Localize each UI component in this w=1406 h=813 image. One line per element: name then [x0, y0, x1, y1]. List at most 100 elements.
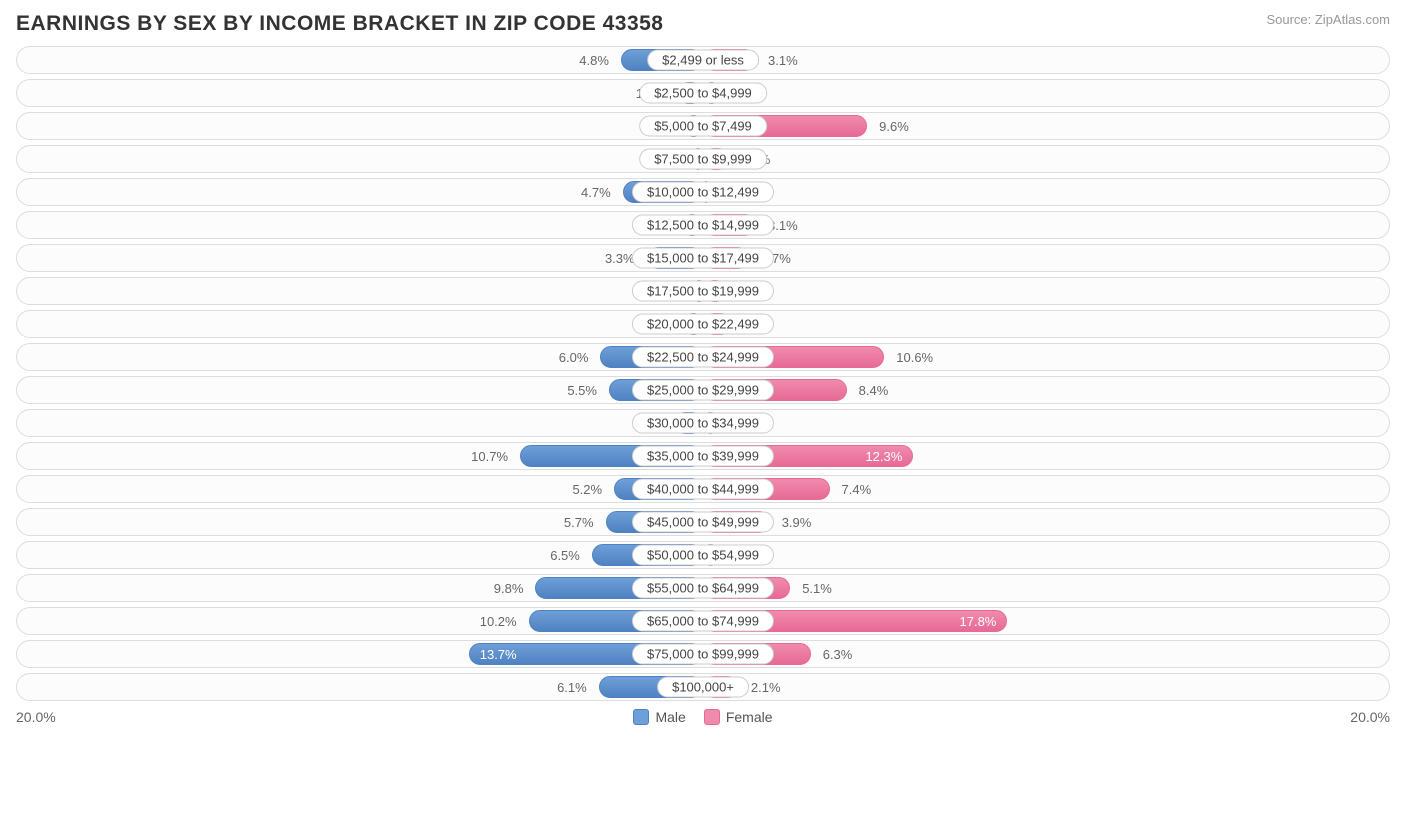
- male-value-label: 9.8%: [494, 581, 524, 596]
- category-label: $35,000 to $39,999: [632, 446, 774, 467]
- female-value-label: 2.1%: [751, 680, 781, 695]
- chart-row: 1.7%0.85%$30,000 to $34,999: [16, 409, 1390, 437]
- female-value-label: 8.4%: [859, 383, 889, 398]
- legend-male-swatch: [633, 709, 649, 725]
- category-label: $2,500 to $4,999: [639, 83, 767, 104]
- male-side: 1.1%: [19, 313, 703, 335]
- female-side: 10.6%: [703, 346, 1387, 368]
- female-side: 3.1%: [703, 214, 1387, 236]
- chart-row: 0.6%1.5%$7,500 to $9,999: [16, 145, 1390, 173]
- female-value-label: 5.1%: [802, 581, 832, 596]
- female-value-label: 17.8%: [950, 614, 1007, 629]
- male-value-label: 5.2%: [572, 482, 602, 497]
- female-side: 17.8%: [703, 610, 1387, 632]
- chart-row: 1.3%3.1%$12,500 to $14,999: [16, 211, 1390, 239]
- axis-right-max: 20.0%: [1350, 709, 1390, 725]
- female-side: 1.4%: [703, 280, 1387, 302]
- female-side: 1.0%: [703, 82, 1387, 104]
- male-value-label: 13.7%: [470, 647, 527, 662]
- female-side: 1.5%: [703, 148, 1387, 170]
- male-value-label: 6.1%: [557, 680, 587, 695]
- chart-row: 9.8%5.1%$55,000 to $64,999: [16, 574, 1390, 602]
- male-side: 5.5%: [19, 379, 703, 401]
- female-value-label: 9.6%: [879, 119, 909, 134]
- legend-female-swatch: [704, 709, 720, 725]
- male-side: 5.2%: [19, 478, 703, 500]
- male-value-label: 10.7%: [471, 449, 508, 464]
- male-side: 4.7%: [19, 181, 703, 203]
- chart-row: 6.5%0.85%$50,000 to $54,999: [16, 541, 1390, 569]
- chart-title: EARNINGS BY SEX BY INCOME BRACKET IN ZIP…: [16, 12, 663, 36]
- category-label: $5,000 to $7,499: [639, 116, 767, 137]
- chart-row: 4.8% 3.1% $2,499 or less: [16, 46, 1390, 74]
- category-label: $17,500 to $19,999: [632, 281, 774, 302]
- chart-row: 0.48%1.4%$17,500 to $19,999: [16, 277, 1390, 305]
- female-side: 9.6%: [703, 115, 1387, 137]
- chart-row: 6.1% 2.1%$100,000+: [16, 673, 1390, 701]
- category-label: $25,000 to $29,999: [632, 380, 774, 401]
- category-label: $10,000 to $12,499: [632, 182, 774, 203]
- legend-female: Female: [704, 709, 773, 725]
- category-label: $75,000 to $99,999: [632, 644, 774, 665]
- male-side: 5.7%: [19, 511, 703, 533]
- category-label: $50,000 to $54,999: [632, 545, 774, 566]
- category-label: $20,000 to $22,499: [632, 314, 774, 335]
- category-label: $40,000 to $44,999: [632, 479, 774, 500]
- female-side: 0.34%: [703, 181, 1387, 203]
- female-value-label: 3.1%: [768, 53, 798, 68]
- axis-left-max: 20.0%: [16, 709, 56, 725]
- female-side: 12.3%: [703, 445, 1387, 467]
- female-value-label: 3.9%: [782, 515, 812, 530]
- male-side: 9.8%: [19, 577, 703, 599]
- male-side: 13.7%: [19, 643, 703, 665]
- category-label: $15,000 to $17,499: [632, 248, 774, 269]
- category-label: $12,500 to $14,999: [632, 215, 774, 236]
- chart-row: 6.0% 10.6% $22,500 to $24,999: [16, 343, 1390, 371]
- male-side: 1.5%: [19, 82, 703, 104]
- female-value-label: 12.3%: [855, 449, 912, 464]
- chart-area: 4.8%3.1%$2,499 or less1.5%1.0%$2,500 to …: [16, 46, 1390, 701]
- female-side: 3.9%: [703, 511, 1387, 533]
- female-value-label: 7.4%: [842, 482, 872, 497]
- chart-row: 13.7% 6.3% $75,000 to $99,999: [16, 640, 1390, 668]
- chart-row: 10.7% 12.3% $35,000 to $39,999: [16, 442, 1390, 470]
- female-value-label: 10.6%: [896, 350, 933, 365]
- female-value-label: 6.3%: [823, 647, 853, 662]
- female-side: 0.85%: [703, 544, 1387, 566]
- category-label: $7,500 to $9,999: [639, 149, 767, 170]
- chart-row: 4.7% 0.34%$10,000 to $12,499: [16, 178, 1390, 206]
- female-side: 5.1%: [703, 577, 1387, 599]
- legend-male-label: Male: [655, 709, 685, 725]
- category-label: $30,000 to $34,999: [632, 413, 774, 434]
- male-side: 1.7%: [19, 412, 703, 434]
- chart-row: 1.1%9.6%$5,000 to $7,499: [16, 112, 1390, 140]
- male-side: 1.3%: [19, 214, 703, 236]
- legend-female-label: Female: [726, 709, 773, 725]
- male-value-label: 3.3%: [605, 251, 635, 266]
- legend: Male Female: [633, 709, 772, 725]
- female-side: 1.7%: [703, 313, 1387, 335]
- chart-row: 1.1%1.7%$20,000 to $22,499: [16, 310, 1390, 338]
- male-side: 6.0%: [19, 346, 703, 368]
- male-side: 0.6%: [19, 148, 703, 170]
- female-side: 6.3%: [703, 643, 1387, 665]
- male-side: 6.5%: [19, 544, 703, 566]
- category-label: $22,500 to $24,999: [632, 347, 774, 368]
- chart-header: EARNINGS BY SEX BY INCOME BRACKET IN ZIP…: [16, 12, 1390, 36]
- chart-source: Source: ZipAtlas.com: [1266, 12, 1390, 27]
- legend-male: Male: [633, 709, 685, 725]
- male-side: 10.2%: [19, 610, 703, 632]
- female-side: 3.1%: [703, 49, 1387, 71]
- male-side: 3.3%: [19, 247, 703, 269]
- chart-row: 1.5%1.0%$2,500 to $4,999: [16, 79, 1390, 107]
- category-label: $2,499 or less: [647, 50, 759, 71]
- chart-row: 10.2% 17.8% $65,000 to $74,999: [16, 607, 1390, 635]
- category-label: $100,000+: [657, 677, 749, 698]
- female-side: 2.1%: [703, 676, 1387, 698]
- category-label: $65,000 to $74,999: [632, 611, 774, 632]
- male-value-label: 4.8%: [579, 53, 609, 68]
- male-value-label: 5.5%: [567, 383, 597, 398]
- male-value-label: 4.7%: [581, 185, 611, 200]
- female-side: 2.7%: [703, 247, 1387, 269]
- chart-row: 5.5% 8.4% $25,000 to $29,999: [16, 376, 1390, 404]
